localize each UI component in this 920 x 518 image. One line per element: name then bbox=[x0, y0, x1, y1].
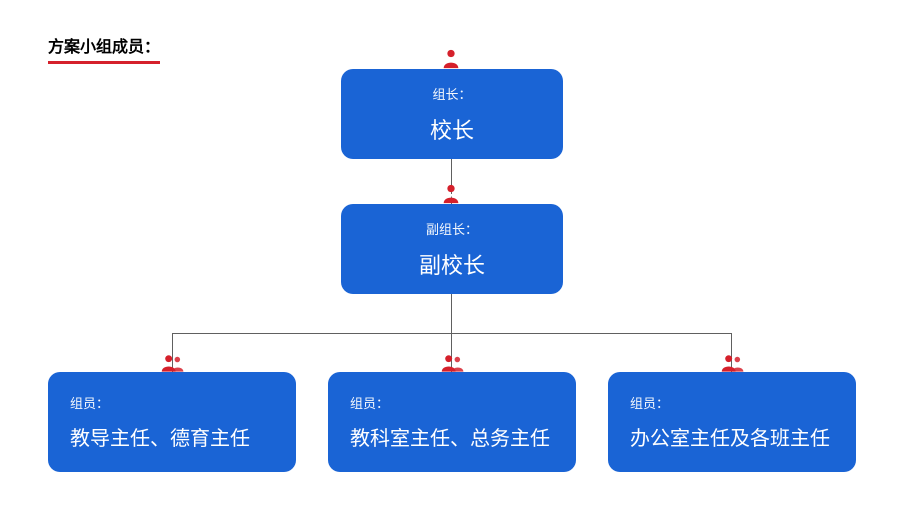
connector-2 bbox=[172, 333, 732, 334]
org-node-n2: 副组长： 副校长 bbox=[341, 204, 563, 294]
node-name: 副校长 bbox=[341, 248, 563, 280]
person-group-icon bbox=[720, 352, 746, 374]
connector-1 bbox=[451, 294, 452, 333]
person-single-icon bbox=[440, 183, 462, 205]
org-node-n5: 组员： 办公室主任及各班主任 bbox=[608, 372, 856, 472]
node-name: 校长 bbox=[341, 113, 563, 145]
node-name: 教科室主任、总务主任 bbox=[350, 422, 576, 451]
person-group-icon bbox=[440, 352, 466, 374]
person-single-icon bbox=[440, 48, 462, 70]
org-node-n1: 组长： 校长 bbox=[341, 69, 563, 159]
node-role: 组员： bbox=[630, 393, 856, 412]
node-name: 办公室主任及各班主任 bbox=[630, 422, 856, 451]
node-role: 组长： bbox=[341, 84, 563, 103]
page-title: 方案小组成员： bbox=[48, 33, 160, 64]
node-role: 组员： bbox=[70, 393, 296, 412]
node-role: 副组长： bbox=[341, 219, 563, 238]
node-role: 组员： bbox=[350, 393, 576, 412]
org-node-n4: 组员： 教科室主任、总务主任 bbox=[328, 372, 576, 472]
node-name: 教导主任、德育主任 bbox=[70, 422, 296, 451]
person-group-icon bbox=[160, 352, 186, 374]
org-node-n3: 组员： 教导主任、德育主任 bbox=[48, 372, 296, 472]
